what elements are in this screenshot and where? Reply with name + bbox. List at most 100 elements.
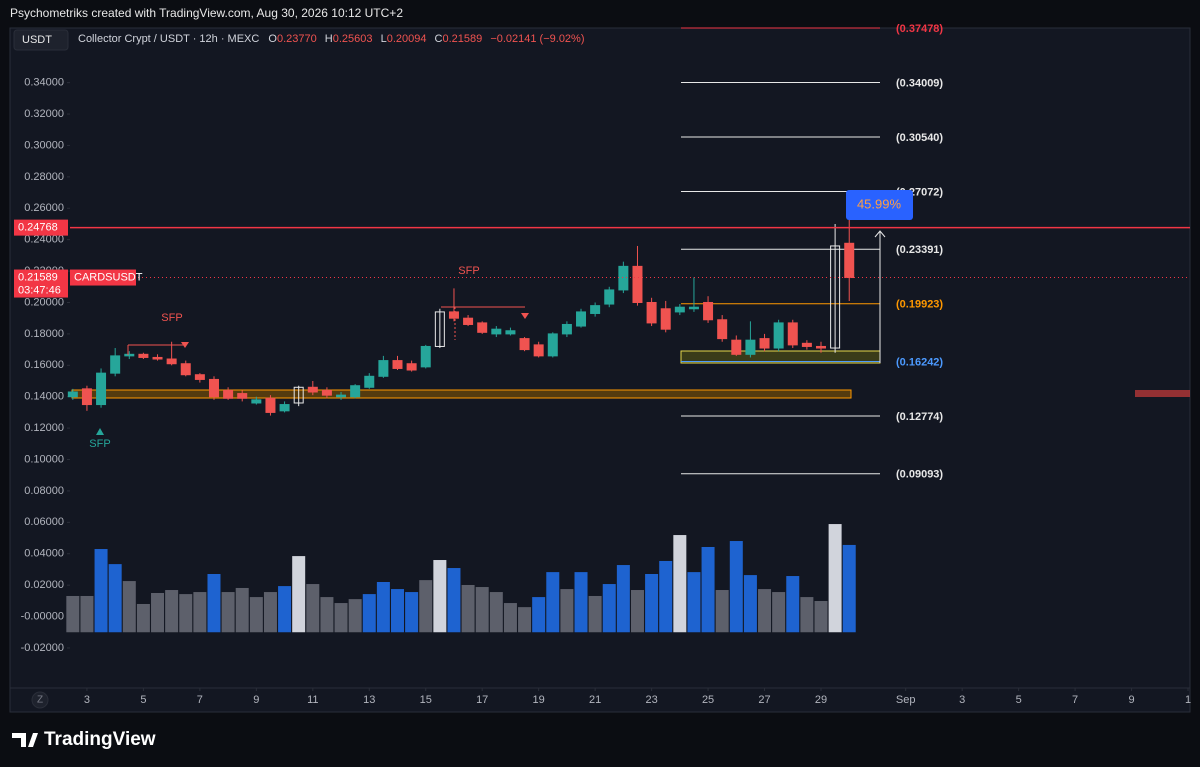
measure-arrow xyxy=(874,230,886,238)
y-tick-label: 0.02000 xyxy=(24,579,64,591)
x-tick-label: 13 xyxy=(363,694,375,706)
volume-bar xyxy=(193,592,207,633)
sfp-arrow xyxy=(181,342,189,348)
candle-body xyxy=(547,333,558,357)
candle-body xyxy=(618,265,629,291)
x-tick-label: 9 xyxy=(253,694,259,706)
volume-bar xyxy=(715,590,729,633)
volume-bar xyxy=(701,546,715,633)
y-tick-label: 0.16000 xyxy=(24,359,64,371)
y-tick-label: -0.00000 xyxy=(21,610,64,622)
credit: Psychometriks created with TradingView.c… xyxy=(10,6,403,20)
candle-body xyxy=(759,338,770,349)
level-label: (0.09093) xyxy=(896,469,943,481)
legend-row: Collector Crypt / USDT · 12h · MEXC O0.2… xyxy=(78,33,585,45)
candle-body xyxy=(406,363,417,371)
candle-body xyxy=(237,393,248,399)
volume-bar xyxy=(659,560,673,633)
y-tick-label: 0.14000 xyxy=(24,391,64,403)
candle-body xyxy=(745,339,756,355)
volume-bar xyxy=(743,575,757,633)
symbol-badge-label: CARDSUSDT xyxy=(74,271,143,283)
volume-bar xyxy=(122,581,136,633)
logo-text: TradingView xyxy=(44,729,156,750)
volume-bar xyxy=(729,541,743,633)
candle-body xyxy=(703,301,714,321)
volume-bar xyxy=(179,594,193,633)
x-tick-label: 23 xyxy=(645,694,657,706)
volume-bar xyxy=(772,592,786,633)
volume-bar xyxy=(334,603,348,633)
zoom-button-label[interactable]: Z xyxy=(37,695,43,706)
level-label: (0.34009) xyxy=(896,77,943,89)
candle-body xyxy=(519,338,530,351)
symbol-badge xyxy=(70,269,136,286)
sfp-arrow xyxy=(521,313,529,319)
volume-bar xyxy=(518,607,532,633)
volume-bar xyxy=(645,573,659,633)
measure-label: 45.99% xyxy=(857,196,902,211)
x-tick-label: 21 xyxy=(589,694,601,706)
volume-bar xyxy=(348,599,362,633)
volume-bar xyxy=(419,580,433,633)
candle-body xyxy=(420,345,431,368)
level-label: (0.12774) xyxy=(896,411,943,423)
volume-bar xyxy=(94,549,108,633)
candle-body xyxy=(604,289,615,305)
ohlc-key: O xyxy=(268,33,277,45)
last-price-label: 0.21589 xyxy=(18,271,58,283)
ohlc-key: L xyxy=(381,33,387,45)
candle-body xyxy=(321,389,332,396)
volume-bar xyxy=(263,592,277,633)
zoom-button[interactable] xyxy=(31,691,49,709)
ohlc-value: 0.20094 xyxy=(387,33,427,45)
ohlc-key: C xyxy=(435,33,443,45)
alert-zone xyxy=(1135,390,1190,397)
change: −0.02141 (−9.02%) xyxy=(490,33,584,45)
volume-bar xyxy=(758,589,772,633)
volume-bar xyxy=(630,590,644,633)
price-line-badge-label: 0.24768 xyxy=(18,222,58,234)
volume-bar xyxy=(207,573,221,633)
volume-bar xyxy=(235,587,249,633)
ohlc-value: 0.21589 xyxy=(442,33,482,45)
y-tick-label: 0.08000 xyxy=(24,485,64,497)
x-tick-label: 3 xyxy=(84,694,90,706)
ohlc-key: H xyxy=(325,33,333,45)
volume-bar xyxy=(828,524,842,633)
volume-bar xyxy=(814,601,828,633)
candle-body xyxy=(717,319,728,340)
candle-body xyxy=(336,394,347,398)
level-label: (0.30540) xyxy=(896,132,943,144)
x-tick-label: 25 xyxy=(702,694,714,706)
candle-body xyxy=(434,311,445,347)
sfp-label: SFP xyxy=(161,312,182,324)
candle-body xyxy=(152,356,163,360)
volume-bar xyxy=(249,597,263,633)
candle-body xyxy=(660,308,671,330)
candle-body xyxy=(561,323,572,335)
x-tick-label: 27 xyxy=(758,694,770,706)
level-label: (0.16242) xyxy=(896,356,943,368)
x-tick-label: 19 xyxy=(533,694,545,706)
volume-bar xyxy=(433,560,447,633)
volume-bar xyxy=(588,595,602,633)
volume-bar xyxy=(362,594,376,633)
candle-body xyxy=(194,374,205,380)
y-tick-label: 0.28000 xyxy=(24,171,64,183)
symbol-button[interactable] xyxy=(13,29,69,51)
volume-bar xyxy=(489,592,503,633)
candle-body xyxy=(81,388,92,406)
x-tick-label: 11 xyxy=(307,694,318,706)
volume-bar xyxy=(687,572,701,633)
symbol-button-label[interactable]: USDT xyxy=(22,34,52,46)
x-tick-label: Sep xyxy=(896,694,916,706)
x-tick-label: 15 xyxy=(420,694,432,706)
candle-body xyxy=(491,328,502,335)
candle-body xyxy=(307,386,318,393)
candle-body xyxy=(533,344,544,357)
ohlc-value: 0.25603 xyxy=(333,33,373,45)
volume-bar xyxy=(165,590,179,633)
